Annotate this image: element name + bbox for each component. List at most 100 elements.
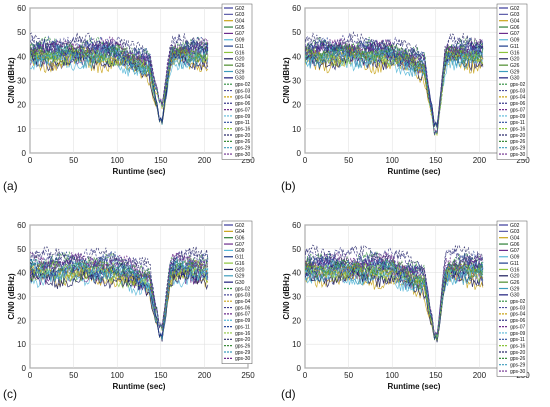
legend-label: G02 (235, 223, 245, 229)
legend-label: gps-11 (510, 337, 525, 343)
legend-label: G29 (235, 69, 245, 75)
series-layer (30, 32, 209, 125)
legend-label: G26 (510, 63, 520, 69)
x-tick-label: 0 (28, 156, 33, 165)
legend-label: gps-30 (235, 152, 251, 158)
x-tick-label: 100 (111, 156, 125, 165)
legend-label: G05 (235, 25, 245, 31)
legend-label: G11 (510, 44, 519, 50)
legend-label: gps-04 (510, 95, 526, 101)
y-tick-label: 10 (292, 340, 301, 349)
x-tick-label: 150 (429, 371, 443, 380)
legend-label: gps-16 (510, 343, 526, 349)
y-tick-label: 30 (17, 293, 26, 302)
legend-label: gps-09 (510, 114, 526, 120)
y-tick-label: 20 (292, 101, 301, 110)
x-axis-label: Runtime (sec) (113, 167, 166, 176)
legend-label: G07 (235, 242, 245, 248)
y-tick-label: 10 (292, 125, 301, 134)
legend-label: G20 (235, 57, 245, 63)
legend-label: G03 (235, 12, 245, 18)
y-tick-label: 0 (297, 149, 302, 158)
legend-label: gps-29 (510, 363, 526, 369)
legend-label: gps-16 (235, 331, 251, 337)
legend-label: gps-03 (510, 305, 526, 311)
y-tick-label: 20 (17, 101, 26, 110)
x-tick-label: 0 (303, 156, 308, 165)
series-line-gps-20 (305, 31, 484, 135)
x-tick-label: 150 (154, 371, 168, 380)
x-tick-label: 200 (198, 371, 212, 380)
legend-label: gps-07 (235, 312, 251, 318)
x-tick-label: 0 (303, 371, 308, 380)
series-line-G30 (305, 257, 484, 340)
chart-panel-2: 0 50 100 150 200 250 0 10 20 30 40 50 60 Runtime (sec… (3, 220, 255, 401)
series-line-gps-30 (305, 37, 484, 135)
series-line-gps-04 (30, 46, 209, 110)
legend-label: G26 (235, 63, 245, 69)
series-line-gps-26 (30, 254, 209, 330)
legend-label: gps-20 (235, 337, 251, 343)
series-line-gps-09 (30, 43, 208, 106)
x-tick-label: 50 (69, 371, 78, 380)
y-axis-label: C/N0 (dBHz) (282, 273, 291, 320)
y-axis-label: C/N0 (dBHz) (282, 57, 291, 104)
legend-label: G16 (235, 261, 245, 267)
legend-label: gps-03 (510, 88, 526, 94)
chart-panel-1: 0 50 100 150 200 250 0 10 20 30 40 50 60 Runtime (sec… (281, 3, 530, 193)
legend-box (221, 220, 253, 364)
x-tick-label: 150 (154, 156, 168, 165)
legend-label: G02 (235, 6, 245, 12)
legend-label: G29 (235, 274, 245, 280)
x-axis-label: Runtime (sec) (113, 382, 166, 391)
series-line-gps-11 (305, 35, 484, 135)
series-line-gps-07 (305, 253, 484, 337)
y-tick-label: 40 (292, 52, 301, 61)
y-tick-label: 50 (292, 245, 301, 254)
series-layer (305, 244, 484, 343)
legend-label: gps-26 (510, 139, 526, 145)
legend-label: G11 (235, 255, 244, 261)
y-tick-label: 20 (17, 316, 26, 325)
x-tick-label: 150 (429, 156, 443, 165)
legend-label: G30 (235, 280, 245, 286)
y-tick-label: 0 (22, 364, 27, 373)
legend-label: gps-30 (510, 152, 526, 158)
legend-label: gps-04 (235, 299, 251, 305)
legend-label: G04 (235, 229, 245, 235)
x-tick-label: 250 (516, 156, 530, 165)
legend-label: gps-07 (510, 324, 526, 330)
series-line-gps-30 (305, 251, 483, 336)
legend-label: gps-26 (235, 343, 251, 349)
x-tick-label: 0 (28, 371, 33, 380)
series-line-gps-04 (305, 46, 484, 136)
legend-label: gps-06 (235, 101, 251, 107)
series-line-gps-06 (30, 35, 209, 106)
legend-label: G20 (510, 57, 520, 63)
series-line-G16 (30, 264, 209, 341)
legend-label: G20 (510, 274, 520, 280)
legend-label: G06 (510, 25, 520, 31)
series-line-gps-29 (305, 44, 484, 136)
legend-label: gps-09 (510, 331, 526, 337)
x-tick-label: 50 (344, 156, 353, 165)
legend-label: gps-02 (510, 82, 526, 88)
y-tick-label: 60 (17, 4, 26, 13)
legend-label: gps-26 (235, 139, 251, 145)
series-line-gps-09 (30, 259, 209, 330)
legend-label: G30 (235, 76, 245, 82)
legend-label: gps-03 (235, 293, 251, 299)
y-tick-label: 60 (292, 4, 301, 13)
legend-label: gps-02 (235, 82, 251, 88)
legend-label: gps-11 (510, 120, 525, 126)
series-layer (30, 246, 209, 342)
legend-label: G29 (510, 286, 520, 292)
chart-panel-0: 0 50 100 150 200 250 0 10 20 30 40 50 60 Runtime (sec… (3, 3, 255, 193)
y-tick-label: 30 (292, 77, 301, 86)
x-tick-label: 200 (198, 156, 212, 165)
legend-label: gps-30 (510, 369, 526, 375)
legend-label: G09 (235, 38, 245, 44)
legend-label: gps-06 (510, 318, 526, 324)
legend-label: G02 (510, 223, 520, 229)
